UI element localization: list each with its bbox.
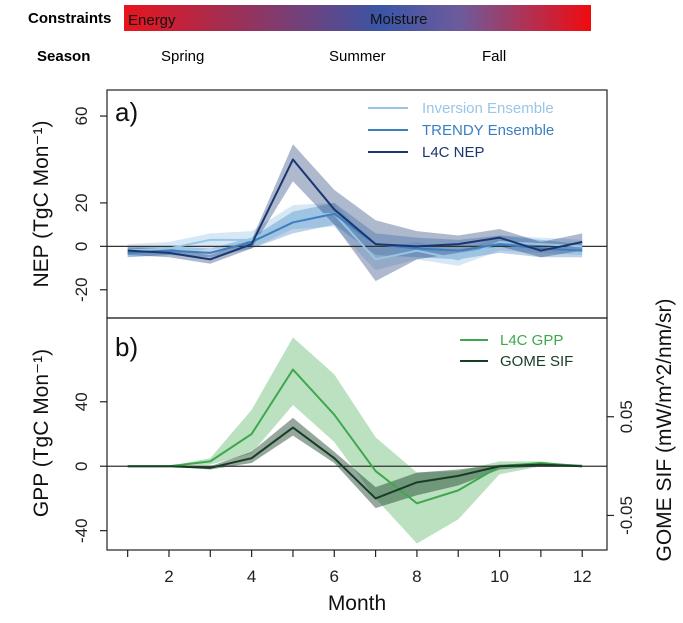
panel-b-ylabel: GPP (TgC Mon⁻¹)	[30, 349, 53, 517]
panel-b-bands	[127, 337, 583, 544]
legend-label-l4c-gpp: L4C GPP	[500, 332, 563, 349]
panel-a-ylabel: NEP (TgC Mon⁻¹)	[30, 120, 53, 287]
moisture-label: Moisture	[370, 11, 428, 28]
legend-label-gome-sif: GOME SIF	[500, 353, 573, 370]
constraints-gradient-bar	[124, 5, 591, 31]
panel-b-x-axis: 2 4 6 8 10 12	[127, 550, 592, 586]
y-tick-label: 60	[72, 107, 91, 126]
panel-a-y-axis: -20 0 20 60	[72, 107, 107, 302]
panel-a-lines	[127, 158, 583, 261]
season-summer: Summer	[329, 48, 386, 65]
l4c-nep-line	[127, 158, 583, 261]
trendy-ensemble-line	[127, 212, 583, 254]
gome-sif-line	[127, 426, 583, 500]
y-tick-label: -20	[72, 277, 91, 302]
panel-a-legend: Inversion Ensemble TRENDY Ensemble L4C NEP	[368, 100, 554, 161]
x-axis-label: Month	[328, 592, 386, 615]
panel-b-gpp: -40 0 40 -0.05 0.05 2 4 6 8 10 12 b) GPP (TgC Mo…	[30, 298, 676, 615]
l4c-gpp-uncertainty-band	[127, 337, 583, 544]
y-tick-label: 20	[72, 193, 91, 212]
season-label: Season	[37, 48, 90, 65]
x-tick-label: 2	[164, 567, 173, 586]
panel-a-nep: -20 0 20 60 a) NEP (TgC Mon⁻¹) Inversion En…	[30, 89, 608, 319]
right-y-tick-label: 0.05	[617, 400, 636, 433]
x-tick-label: 10	[490, 567, 509, 586]
y-tick-label: -40	[72, 518, 91, 543]
x-tick-label: 8	[412, 567, 421, 586]
season-fall: Fall	[482, 48, 506, 65]
legend-label-l4c-nep: L4C NEP	[422, 144, 485, 161]
energy-label: Energy	[128, 12, 176, 29]
constraints-label: Constraints	[28, 10, 111, 27]
panel-b-lines	[127, 368, 583, 505]
season-spring: Spring	[161, 48, 204, 65]
y-tick-label: 40	[72, 392, 91, 411]
panel-b-right-ylabel: GOME SIF (mW/m^2/nm/sr)	[653, 298, 676, 561]
x-tick-label: 6	[330, 567, 339, 586]
inversion-ensemble-line	[127, 212, 583, 261]
legend-label-inversion-ensemble: Inversion Ensemble	[422, 100, 554, 117]
panel-a-bands	[127, 144, 583, 282]
y-tick-label: 0	[72, 242, 91, 251]
x-tick-label: 4	[247, 567, 256, 586]
right-y-tick-label: -0.05	[617, 496, 636, 535]
panel-b-label: b)	[115, 332, 138, 362]
panel-a-label: a)	[115, 97, 138, 127]
legend-label-trendy-ensemble: TRENDY Ensemble	[422, 122, 554, 139]
panel-b-y-axis: -40 0 40	[72, 392, 107, 543]
x-tick-label: 12	[573, 567, 592, 586]
panel-b-right-y-axis: -0.05 0.05	[607, 400, 636, 535]
panel-b-legend: L4C GPP GOME SIF	[460, 332, 573, 370]
l4c-nep-uncertainty-band	[127, 144, 583, 282]
y-tick-label: 0	[72, 461, 91, 470]
panel-b-frame	[106, 317, 608, 551]
